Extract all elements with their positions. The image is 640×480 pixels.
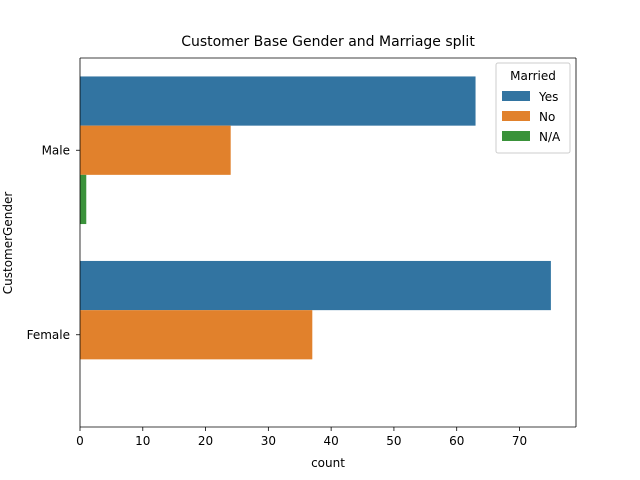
bar-male-yes	[80, 76, 476, 126]
bar-male-no	[80, 125, 231, 175]
y-tick-label: Male	[42, 143, 70, 157]
legend-swatch	[502, 111, 530, 121]
x-tick-label: 50	[386, 434, 401, 448]
bar-female-no	[80, 310, 313, 360]
x-tick-label: 40	[323, 434, 338, 448]
x-axis-title: count	[311, 456, 345, 470]
chart-title: Customer Base Gender and Marriage split	[181, 34, 475, 50]
x-tick-label: 60	[449, 434, 464, 448]
x-tick-label: 30	[261, 434, 276, 448]
legend: Married Yes No N/A	[495, 62, 571, 154]
legend-label: No	[539, 110, 555, 124]
x-axis: 0 10 20 30 40 50 60 70	[76, 57, 577, 448]
legend-swatch	[502, 91, 530, 101]
legend-swatch	[502, 131, 530, 141]
bar-male-na	[80, 174, 87, 225]
plot-area	[80, 76, 551, 360]
x-tick-label: 10	[135, 434, 150, 448]
x-tick-label: 70	[512, 434, 527, 448]
legend-label: Yes	[538, 90, 558, 104]
y-axis-title: CustomerGender	[1, 192, 15, 295]
y-tick-label: Female	[27, 328, 70, 342]
x-tick-label: 0	[76, 434, 84, 448]
bar-female-yes	[80, 260, 551, 311]
x-tick-label: 20	[198, 434, 213, 448]
legend-box	[495, 62, 571, 154]
legend-title: Married	[510, 69, 556, 83]
y-axis: Male Female	[27, 58, 81, 427]
legend-label: N/A	[539, 130, 561, 144]
